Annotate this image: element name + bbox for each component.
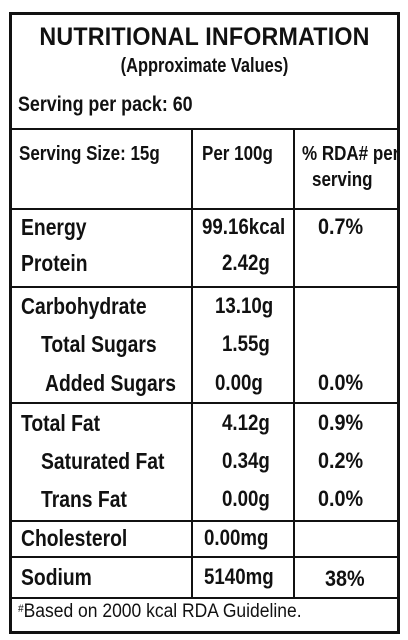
rda-header-line2: serving (312, 169, 373, 191)
nutrient-per100g-total-fat: 4.12g (222, 410, 270, 435)
label-title: NUTRITIONAL INFORMATION (39, 23, 370, 51)
nutrient-per100g-carbohydrate: 13.10g (215, 293, 274, 318)
nutrient-name-energy: Energy (21, 214, 87, 240)
divider (12, 208, 397, 210)
nutrient-per100g-total-sugars: 1.55g (222, 331, 270, 356)
nutrient-per100g-trans-fat: 0.00g (222, 486, 270, 511)
nutrient-rda-sodium: 38% (325, 566, 365, 591)
per100g-header: Per 100g (202, 143, 273, 165)
nutrient-rda-total-fat: 0.9% (318, 410, 364, 435)
nutrition-label: NUTRITIONAL INFORMATION (Approximate Val… (9, 12, 400, 634)
nutrient-name-protein: Protein (21, 250, 88, 276)
divider (12, 597, 397, 599)
nutrient-per100g-saturated-fat: 0.34g (222, 448, 270, 473)
nutrient-per100g-energy: 99.16kcal (202, 214, 286, 239)
divider (12, 128, 397, 130)
divider (12, 286, 397, 288)
label-subtitle: (Approximate Values) (120, 55, 289, 77)
nutrient-name-sodium: Sodium (21, 564, 92, 590)
nutrient-rda-added-sugars: 0.0% (318, 370, 364, 395)
column-divider (191, 128, 193, 599)
nutrient-name-total-fat: Total Fat (21, 410, 101, 436)
footnote-mark: # (18, 603, 24, 615)
column-divider (293, 128, 295, 599)
nutrient-name-added-sugars: Added Sugars (45, 370, 176, 396)
nutrient-name-trans-fat: Trans Fat (41, 486, 127, 512)
nutrient-per100g-added-sugars: 0.00g (215, 370, 263, 395)
nutrient-rda-trans-fat: 0.0% (318, 486, 364, 511)
nutrient-per100g-protein: 2.42g (222, 250, 270, 275)
nutrient-rda-saturated-fat: 0.2% (318, 448, 364, 473)
divider (12, 520, 397, 522)
nutrient-name-cholesterol: Cholesterol (21, 525, 128, 551)
nutrient-name-total-sugars: Total Sugars (41, 331, 157, 357)
nutrient-name-saturated-fat: Saturated Fat (41, 448, 165, 474)
nutrient-name-carbohydrate: Carbohydrate (21, 293, 147, 319)
nutrient-rda-energy: 0.7% (318, 214, 364, 239)
rda-header-line1: % RDA# per (302, 143, 400, 165)
footnote: #Based on 2000 kcal RDA Guideline. (18, 601, 302, 623)
serving-per-pack: Serving per pack: 60 (18, 93, 193, 116)
nutrient-per100g-cholesterol: 0.00mg (204, 525, 269, 550)
divider (12, 556, 397, 558)
serving-size-header: Serving Size: 15g (19, 143, 160, 165)
footnote-text: Based on 2000 kcal RDA Guideline. (23, 601, 302, 622)
divider (12, 402, 397, 404)
nutrient-per100g-sodium: 5140mg (204, 564, 274, 589)
